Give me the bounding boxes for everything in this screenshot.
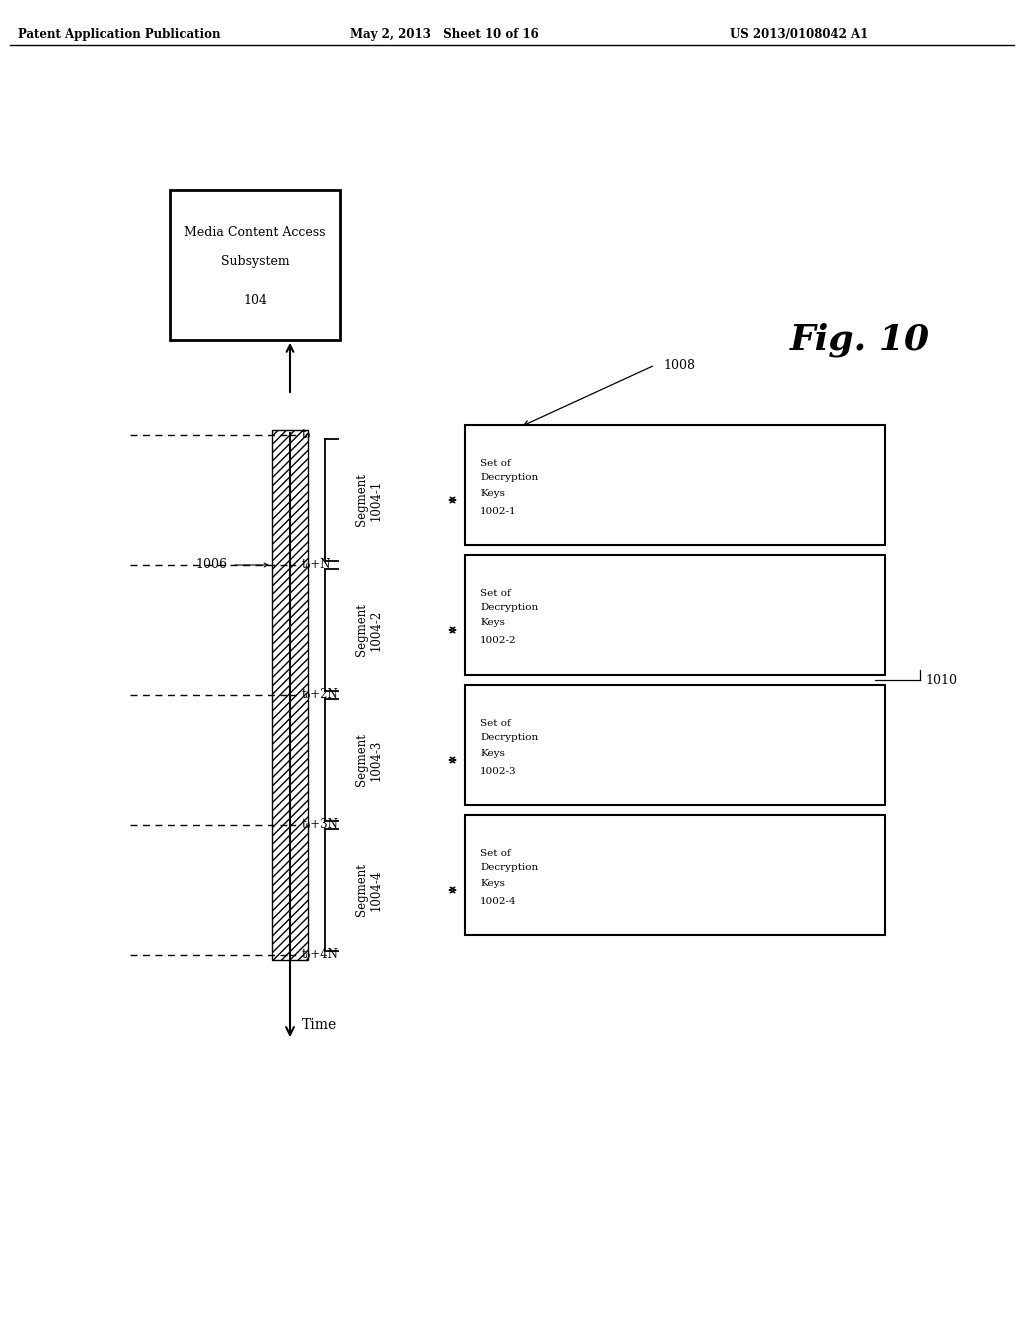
Text: 1010: 1010: [925, 673, 957, 686]
Text: May 2, 2013   Sheet 10 of 16: May 2, 2013 Sheet 10 of 16: [350, 28, 539, 41]
Text: Segment
1004-3: Segment 1004-3: [355, 734, 383, 787]
Text: t₀+4N: t₀+4N: [302, 949, 339, 961]
Text: US 2013/0108042 A1: US 2013/0108042 A1: [730, 28, 868, 41]
Text: Keys: Keys: [480, 879, 505, 887]
Text: Keys: Keys: [480, 748, 505, 758]
Bar: [465, 685, 885, 805]
Bar: [465, 814, 885, 935]
Text: 1002-2: 1002-2: [480, 636, 517, 645]
Text: Subsystem: Subsystem: [221, 256, 290, 268]
Text: Keys: Keys: [480, 488, 505, 498]
Text: t₀+N: t₀+N: [302, 558, 332, 572]
Text: Decryption: Decryption: [480, 474, 539, 483]
Text: 104: 104: [243, 294, 267, 308]
Text: Fig. 10: Fig. 10: [790, 323, 930, 358]
Text: Media Content Access: Media Content Access: [184, 226, 326, 239]
Text: t₀+3N: t₀+3N: [302, 818, 339, 832]
Text: Segment
1004-4: Segment 1004-4: [355, 863, 383, 916]
Text: t₀: t₀: [302, 429, 311, 441]
Text: Patent Application Publication: Patent Application Publication: [18, 28, 220, 41]
Text: 1002-3: 1002-3: [480, 767, 517, 776]
Text: Decryption: Decryption: [480, 734, 539, 742]
Text: Set of: Set of: [480, 718, 511, 727]
Text: t₀+2N: t₀+2N: [302, 689, 339, 701]
Bar: [272, 430, 308, 960]
Text: Set of: Set of: [480, 849, 511, 858]
Text: Set of: Set of: [480, 589, 511, 598]
Text: Time: Time: [302, 1018, 337, 1032]
Text: 1002-1: 1002-1: [480, 507, 517, 516]
Bar: [465, 554, 885, 675]
Text: Set of: Set of: [480, 458, 511, 467]
Text: Segment
1004-1: Segment 1004-1: [355, 474, 383, 527]
Text: Decryption: Decryption: [480, 603, 539, 612]
Text: 1008: 1008: [663, 359, 695, 371]
Text: 1006: 1006: [195, 558, 227, 572]
Text: Segment
1004-2: Segment 1004-2: [355, 603, 383, 656]
Bar: [465, 425, 885, 545]
Text: 1002-4: 1002-4: [480, 896, 517, 906]
Text: Decryption: Decryption: [480, 863, 539, 873]
Text: Keys: Keys: [480, 619, 505, 627]
Bar: [170, 190, 340, 341]
